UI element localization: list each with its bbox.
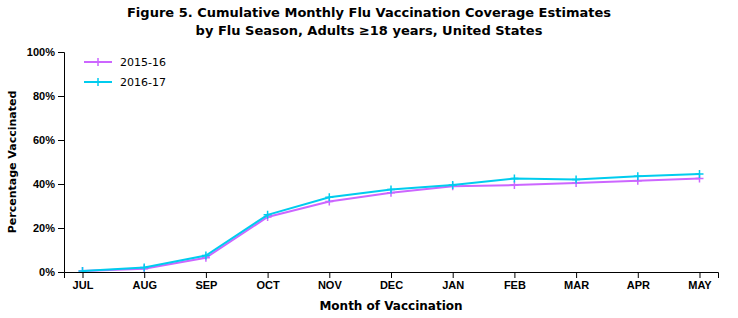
x-tick-mark xyxy=(638,272,639,278)
y-tick: 60% xyxy=(33,134,64,146)
x-tick-mark xyxy=(329,272,330,278)
chart-container: Figure 5. Cumulative Monthly Flu Vaccina… xyxy=(0,0,738,318)
y-axis: 0% 20% 40% 60% 80% 100% xyxy=(27,46,65,278)
x-tick-mark xyxy=(206,272,207,278)
y-tick: 40% xyxy=(33,178,64,190)
x-tick-mark xyxy=(514,272,515,278)
x-tick-label: SEP xyxy=(195,279,217,291)
legend-item: 2015-16 xyxy=(84,56,166,69)
x-tick-mark xyxy=(83,272,84,278)
plot-area: JUL AUG SEP OCT NOV DEC JAN FEB MAR APR MAY 0% 20% 40… xyxy=(27,46,719,291)
marker xyxy=(140,264,148,272)
legend-marker xyxy=(94,58,102,66)
x-tick-label: FEB xyxy=(504,279,526,291)
y-tick: 100% xyxy=(27,46,64,58)
x-tick-mark xyxy=(576,272,577,278)
y-tick: 0% xyxy=(39,266,64,278)
x-tick: NOV xyxy=(318,272,343,291)
x-axis-line xyxy=(65,273,719,279)
y-axis-line xyxy=(58,53,65,273)
x-tick-mark xyxy=(453,272,454,278)
y-tick-label: 100% xyxy=(27,46,55,58)
marks xyxy=(79,170,704,272)
legend: 2015-16 2016-17 xyxy=(84,56,166,89)
legend-marker xyxy=(94,78,102,86)
marker xyxy=(264,211,272,219)
x-tick-label: MAY xyxy=(688,279,712,291)
chart-svg: Figure 5. Cumulative Monthly Flu Vaccina… xyxy=(0,0,738,318)
y-tick-mark xyxy=(58,184,64,185)
x-tick-label: JUL xyxy=(73,279,94,291)
series-line xyxy=(83,179,700,271)
y-tick-label: 40% xyxy=(33,178,55,190)
y-tick: 80% xyxy=(33,90,64,102)
x-tick: MAR xyxy=(564,272,589,291)
marker xyxy=(572,176,580,184)
y-tick-mark xyxy=(58,96,64,97)
x-tick-label: OCT xyxy=(256,279,280,291)
marker xyxy=(202,252,210,260)
y-tick-mark xyxy=(58,228,64,229)
x-tick-mark xyxy=(268,272,269,278)
x-tick: JAN xyxy=(442,272,464,291)
marker xyxy=(634,172,642,180)
marker xyxy=(695,170,703,178)
legend-label: 2015-16 xyxy=(120,56,166,69)
y-tick-label: 60% xyxy=(33,134,55,146)
marker xyxy=(79,267,87,272)
x-tick-mark xyxy=(699,272,700,278)
y-tick-mark xyxy=(58,140,64,141)
marker xyxy=(387,186,395,194)
x-axis-title: Month of Vaccination xyxy=(319,299,462,313)
x-tick: JUL xyxy=(73,272,94,291)
series-markers xyxy=(79,175,704,273)
x-tick-mark xyxy=(391,272,392,278)
y-tick-label: 80% xyxy=(33,90,55,102)
y-tick-label: 20% xyxy=(33,222,55,234)
x-tick-label: JAN xyxy=(442,279,464,291)
y-tick-mark xyxy=(58,52,64,53)
y-axis-title: Percentage Vaccinated xyxy=(6,91,19,234)
x-tick: FEB xyxy=(504,272,526,291)
series-line xyxy=(83,174,700,271)
y-tick: 20% xyxy=(33,222,64,234)
x-tick-label: APR xyxy=(627,279,650,291)
y-tick-mark xyxy=(58,272,64,273)
y-tick-label: 0% xyxy=(39,266,55,278)
x-tick: MAY xyxy=(688,272,712,291)
x-tick-label: AUG xyxy=(132,279,156,291)
x-tick: APR xyxy=(627,272,650,291)
x-tick: AUG xyxy=(132,272,156,291)
x-tick-label: MAR xyxy=(564,279,589,291)
x-tick-mark xyxy=(144,272,145,278)
x-tick: DEC xyxy=(380,272,403,291)
marker xyxy=(449,181,457,189)
x-tick-label: NOV xyxy=(318,279,343,291)
x-tick: SEP xyxy=(195,272,217,291)
series-markers xyxy=(79,170,704,272)
subtitle: by Flu Season, Adults ≥18 years, United … xyxy=(196,23,543,38)
marker xyxy=(325,193,333,201)
legend-label: 2016-17 xyxy=(120,76,166,89)
legend-item: 2016-17 xyxy=(84,76,166,89)
x-tick-label: DEC xyxy=(380,279,403,291)
x-tick: OCT xyxy=(256,272,280,291)
title: Figure 5. Cumulative Monthly Flu Vaccina… xyxy=(127,5,611,20)
marker xyxy=(510,175,518,183)
marker xyxy=(79,267,87,272)
x-axis: JUL AUG SEP OCT NOV DEC JAN FEB MAR APR MAY xyxy=(65,272,719,291)
